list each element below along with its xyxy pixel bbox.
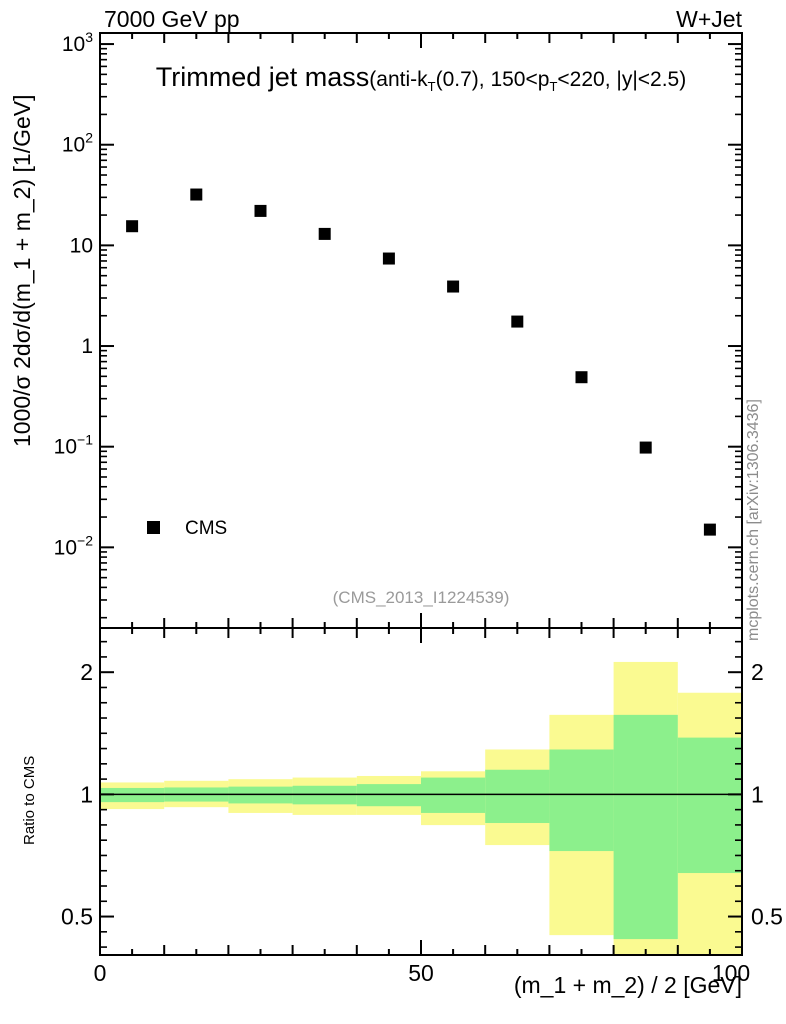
ratio-band-inner bbox=[421, 777, 486, 813]
ratio-band-inner bbox=[613, 714, 678, 940]
plot-title: Trimmed jet mass(anti-kT(0.7), 150<pT<22… bbox=[100, 62, 742, 94]
ratio-y-tick-label-right: 2 bbox=[751, 659, 764, 685]
plot-title-main: Trimmed jet mass bbox=[155, 62, 370, 92]
main-y-tick-label: 102 bbox=[62, 130, 93, 157]
main-y-axis-title: 1000/σ 2dσ/d(m_1 + m_2) [1/GeV] bbox=[9, 94, 35, 448]
beam-energy-label: 7000 GeV pp bbox=[104, 6, 240, 32]
ratio-band-inner bbox=[549, 749, 614, 852]
legend-item-label: CMS bbox=[185, 518, 228, 539]
ratio-y-axis-title: Ratio to CMS bbox=[21, 755, 38, 845]
data-point bbox=[190, 188, 203, 201]
data-point bbox=[447, 280, 460, 293]
ratio-y-tick-label-left: 1 bbox=[80, 781, 93, 807]
x-tick-label: 50 bbox=[408, 960, 434, 986]
ratio-y-tick-label-left: 0.5 bbox=[61, 904, 93, 930]
mcplots-credit: mcplots.cern.ch [arXiv:1306.3436] bbox=[745, 399, 762, 641]
main-y-tick-label: 10−1 bbox=[54, 432, 94, 459]
process-label: W+Jet bbox=[676, 6, 742, 32]
main-y-tick-label: 1 bbox=[81, 335, 93, 358]
data-point bbox=[382, 252, 395, 265]
main-y-tick-label: 103 bbox=[62, 29, 93, 56]
ratio-y-tick-label-right: 0.5 bbox=[751, 904, 783, 930]
legend-marker-square bbox=[147, 521, 160, 534]
main-y-tick-label: 10 bbox=[70, 234, 93, 257]
x-tick-label: 0 bbox=[94, 960, 107, 986]
ratio-band-inner bbox=[485, 769, 550, 824]
analysis-watermark: (CMS_2013_I1224539) bbox=[332, 588, 510, 607]
data-point bbox=[318, 227, 331, 240]
x-tick-label: 100 bbox=[712, 960, 750, 986]
data-point bbox=[511, 315, 524, 328]
data-point bbox=[126, 220, 139, 233]
ratio-y-tick-label-right: 1 bbox=[751, 781, 764, 807]
data-point bbox=[575, 371, 588, 384]
data-point bbox=[639, 441, 652, 454]
ratio-band-inner bbox=[677, 737, 742, 874]
x-axis-title: (m_1 + m_2) / 2 [GeV] bbox=[513, 972, 742, 998]
main-y-tick-label: 10−2 bbox=[54, 532, 94, 559]
data-point bbox=[703, 523, 716, 536]
plot-title-detail: (anti-kT(0.7), 150<pT<220, |y|<2.5) bbox=[369, 68, 687, 95]
data-point bbox=[254, 204, 267, 217]
ratio-y-tick-label-left: 2 bbox=[80, 659, 93, 685]
